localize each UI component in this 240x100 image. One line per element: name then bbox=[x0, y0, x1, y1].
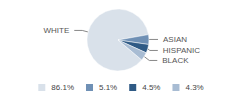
svg-text:WHITE: WHITE bbox=[43, 26, 69, 35]
svg-text:ASIAN: ASIAN bbox=[163, 35, 187, 44]
svg-text:BLACK: BLACK bbox=[162, 56, 189, 65]
svg-text:HISPANIC: HISPANIC bbox=[163, 46, 200, 55]
svg-text:5.1%: 5.1% bbox=[99, 83, 117, 92]
svg-text:4.5%: 4.5% bbox=[142, 83, 160, 92]
svg-text:86.1%: 86.1% bbox=[51, 83, 74, 92]
svg-text:4.3%: 4.3% bbox=[185, 83, 203, 92]
